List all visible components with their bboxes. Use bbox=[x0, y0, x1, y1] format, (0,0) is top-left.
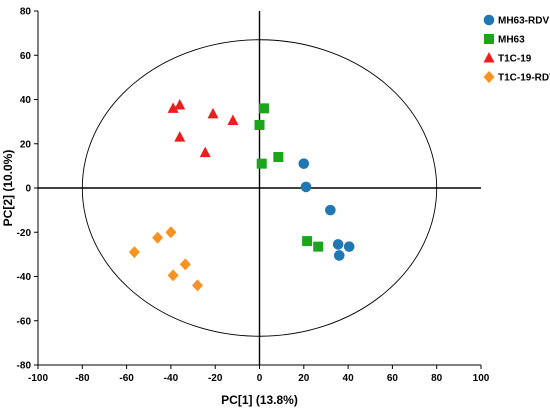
x-tick-label: 20 bbox=[298, 373, 310, 384]
x-tick-label: 60 bbox=[387, 373, 399, 384]
point-mh63-rdv bbox=[333, 250, 345, 261]
point-mh63-rdv bbox=[298, 158, 310, 169]
point-mh63-rdv bbox=[325, 204, 336, 216]
point-t1c-19 bbox=[227, 114, 239, 126]
point-t1c-19 bbox=[207, 107, 219, 119]
axes-layer bbox=[37, 11, 481, 366]
x-tick-label: -100 bbox=[28, 373, 48, 384]
point-t1c-19-rdv bbox=[165, 226, 177, 239]
point-mh63 bbox=[254, 119, 265, 130]
x-tick-label: -20 bbox=[208, 373, 223, 384]
x-tick-label: 80 bbox=[431, 373, 443, 384]
x-tick-label: -80 bbox=[75, 373, 90, 384]
y-axis-title: PC[2] (10.0%) bbox=[1, 150, 15, 227]
point-mh63 bbox=[273, 152, 284, 163]
point-t1c-19 bbox=[174, 131, 186, 142]
point-mh63 bbox=[302, 236, 313, 247]
point-mh63 bbox=[313, 241, 324, 252]
point-mh63 bbox=[258, 103, 269, 114]
x-axis-title: PC[1] (13.8%) bbox=[221, 393, 298, 407]
x-tick-label: 40 bbox=[343, 373, 355, 384]
x-tick-label: 100 bbox=[473, 373, 490, 384]
y-tick-label: -20 bbox=[17, 228, 32, 239]
x-tick-label: -60 bbox=[119, 373, 134, 384]
point-t1c-19-rdv bbox=[152, 231, 164, 244]
point-mh63-rdv bbox=[300, 181, 312, 193]
legend-label-t1c-19: T1C-19 bbox=[498, 54, 532, 65]
y-tick-label: 40 bbox=[20, 95, 32, 106]
y-tick-label: 20 bbox=[20, 139, 32, 150]
points-layer bbox=[128, 99, 355, 292]
legend-label-t1c-19-rdv: T1C-19-RDV bbox=[498, 73, 550, 84]
y-tick-label: 0 bbox=[25, 184, 31, 195]
point-t1c-19 bbox=[199, 146, 211, 158]
legend-marker-t1c-19 bbox=[483, 52, 495, 63]
x-tick-label: 0 bbox=[257, 373, 263, 384]
y-tick-label: 60 bbox=[20, 51, 32, 62]
y-tick-label: 80 bbox=[20, 7, 32, 18]
legend-marker-mh63-rdv bbox=[483, 14, 495, 26]
x-tick-label: -40 bbox=[164, 373, 179, 384]
legend-marker-mh63 bbox=[484, 34, 494, 44]
y-tick-label: -80 bbox=[17, 361, 32, 372]
point-t1c-19 bbox=[174, 99, 186, 110]
point-t1c-19-rdv bbox=[128, 246, 140, 259]
legend: MH63-RDV MH63 T1C-19 T1C-19-RDV bbox=[483, 14, 550, 84]
point-t1c-19-rdv bbox=[179, 258, 191, 271]
ticks-layer: -100 -80 -60 -40 -20 0 20 40 60 80 100-80-60-40-20… bbox=[17, 7, 490, 385]
legend-label-mh63: MH63 bbox=[498, 35, 525, 46]
point-mh63-rdv bbox=[343, 241, 355, 252]
point-mh63-rdv bbox=[332, 239, 344, 250]
point-t1c-19-rdv bbox=[191, 279, 203, 292]
legend-label-mh63-rdv: MH63-RDV bbox=[498, 16, 549, 27]
legend-marker-t1c-19-rdv bbox=[483, 71, 495, 83]
y-tick-label: -40 bbox=[17, 272, 32, 283]
point-t1c-19 bbox=[167, 102, 179, 113]
point-mh63 bbox=[256, 158, 267, 169]
point-t1c-19-rdv bbox=[167, 269, 179, 282]
y-tick-label: -60 bbox=[17, 316, 32, 327]
